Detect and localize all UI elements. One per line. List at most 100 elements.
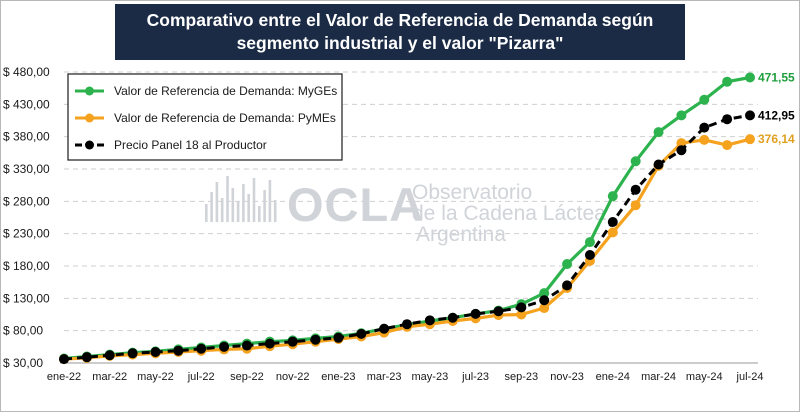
marker-panel-ene-22: [59, 354, 69, 365]
x-tick-label: sep-23: [505, 371, 539, 383]
marker-panel-abr-24: [676, 145, 687, 156]
marker-panel-mar-22: [104, 350, 115, 361]
marker-panel-sep-23: [516, 302, 527, 313]
logo-bar: [226, 176, 229, 222]
legend-box: [67, 73, 343, 161]
legend-label-panel: Precio Panel 18 al Productor: [114, 138, 267, 152]
x-tick-label: nov-23: [550, 371, 584, 383]
x-tick-label: may-22: [137, 371, 174, 383]
y-tick-label: $ 130,00: [3, 291, 50, 305]
end-label-pymes: 376,14: [758, 132, 795, 146]
marker-myges-jun-24: [722, 76, 733, 87]
marker-pymes-jul-24: [745, 134, 755, 145]
marker-myges-oct-23: [539, 288, 550, 299]
series-group: [59, 72, 755, 365]
logo-bar: [236, 202, 240, 222]
marker-myges-mar-24: [653, 127, 664, 138]
marker-myges-nov-23: [562, 259, 573, 270]
y-tick-label: $ 230,00: [3, 227, 50, 241]
x-tick-label: jul-22: [187, 371, 215, 383]
x-tick-label: jul-23: [461, 371, 489, 383]
legend-marker-pymes: [85, 113, 94, 123]
marker-panel-nov-22: [287, 336, 298, 347]
y-tick-label: $ 480,00: [3, 65, 50, 79]
y-tick-label: $ 280,00: [3, 194, 50, 208]
marker-pymes-sep-23: [516, 309, 527, 320]
marker-panel-mar-24: [653, 159, 664, 170]
marker-panel-oct-23: [539, 295, 550, 306]
x-tick-label: ene-22: [47, 371, 81, 383]
logo-bar: [247, 194, 250, 222]
watermark-line-2: de la Cadena Láctea: [412, 202, 606, 225]
chart-title: Comparativo entre el Valor de Referencia…: [115, 4, 685, 60]
marker-panel-ago-23: [493, 306, 504, 317]
marker-myges-feb-24: [630, 156, 641, 167]
x-tick-label: may-23: [412, 371, 449, 383]
end-label-myges: 471,55: [758, 70, 795, 84]
watermark-line-1: Observatorio: [412, 181, 532, 204]
x-tick-label: mar-23: [367, 371, 402, 383]
marker-pymes-oct-23: [539, 303, 550, 314]
logo-bar: [231, 188, 235, 222]
marker-panel-jul-22: [196, 343, 207, 354]
marker-panel-dic-22: [310, 334, 321, 345]
x-tick-label: may-24: [686, 371, 723, 383]
marker-myges-abr-24: [676, 110, 687, 121]
marker-panel-feb-23: [356, 328, 367, 339]
marker-panel-may-22: [150, 347, 161, 358]
watermark-line-3: Argentina: [416, 223, 506, 246]
x-tick-label: ene-23: [321, 371, 355, 383]
marker-panel-jul-24: [745, 110, 755, 121]
marker-panel-nov-23: [562, 280, 573, 291]
marker-myges-dic-23: [584, 237, 595, 248]
marker-panel-jun-24: [722, 114, 733, 125]
y-tick-label: $ 430,00: [3, 97, 50, 111]
legend: Valor de Referencia de Demanda: MyGEs Val…: [67, 73, 343, 161]
marker-panel-may-24: [699, 122, 710, 133]
end-label-panel: 412,95: [758, 108, 795, 122]
marker-panel-dic-23: [584, 250, 595, 261]
logo-bar: [268, 180, 272, 222]
y-tick-label: $ 330,00: [3, 162, 50, 176]
logo-bar: [210, 192, 213, 222]
legend-marker-myges: [85, 86, 94, 96]
marker-panel-feb-22: [81, 352, 92, 363]
marker-myges-may-24: [699, 94, 710, 105]
watermark-brand: OCLA: [287, 178, 424, 231]
marker-panel-abr-22: [127, 348, 138, 359]
marker-panel-ene-23: [333, 332, 344, 343]
marker-panel-may-23: [424, 315, 435, 326]
x-tick-label: sep-22: [230, 371, 264, 383]
y-tick-label: $ 80,00: [3, 324, 43, 338]
legend-marker-panel: [85, 140, 94, 150]
logo-bar: [263, 190, 266, 222]
x-tick-label: mar-24: [641, 371, 676, 383]
marker-panel-sep-22: [241, 340, 252, 351]
marker-panel-ago-22: [219, 341, 230, 352]
marker-panel-oct-22: [264, 338, 275, 349]
x-axis-ticks: ene-22 mar-22 may-22 jul-22 sep-22 nov-22 ene-…: [47, 371, 764, 383]
marker-panel-ene-24: [607, 217, 618, 228]
logo-bar: [215, 182, 219, 222]
marker-pymes-jun-24: [722, 140, 733, 151]
marker-pymes-may-24: [699, 134, 710, 145]
x-tick-label: jul-24: [736, 371, 764, 383]
y-tick-label: $ 30,00: [3, 356, 43, 370]
marker-panel-jul-23: [470, 308, 481, 319]
marker-pymes-ene-24: [607, 227, 618, 238]
logo-bar: [242, 184, 245, 222]
ocla-watermark: OCLA Observatorio de la Cadena Láctea Ar…: [205, 176, 606, 246]
logo-bar: [252, 178, 256, 222]
marker-panel-feb-24: [630, 184, 641, 195]
legend-label-pymes: Valor de Referencia de Demanda: PyMEs: [114, 111, 336, 125]
legend-label-myges: Valor de Referencia de Demanda: MyGEs: [114, 84, 337, 98]
logo-bar: [205, 204, 208, 222]
x-tick-label: nov-22: [276, 371, 310, 383]
x-tick-label: mar-22: [92, 371, 127, 383]
y-axis-ticks: $ 30,00 $ 80,00 $ 130,00 $ 180,00 $ 230,00 $ …: [3, 65, 50, 370]
y-tick-label: $ 180,00: [3, 259, 50, 273]
logo-bar: [220, 198, 224, 222]
logo-bar: [258, 206, 261, 222]
